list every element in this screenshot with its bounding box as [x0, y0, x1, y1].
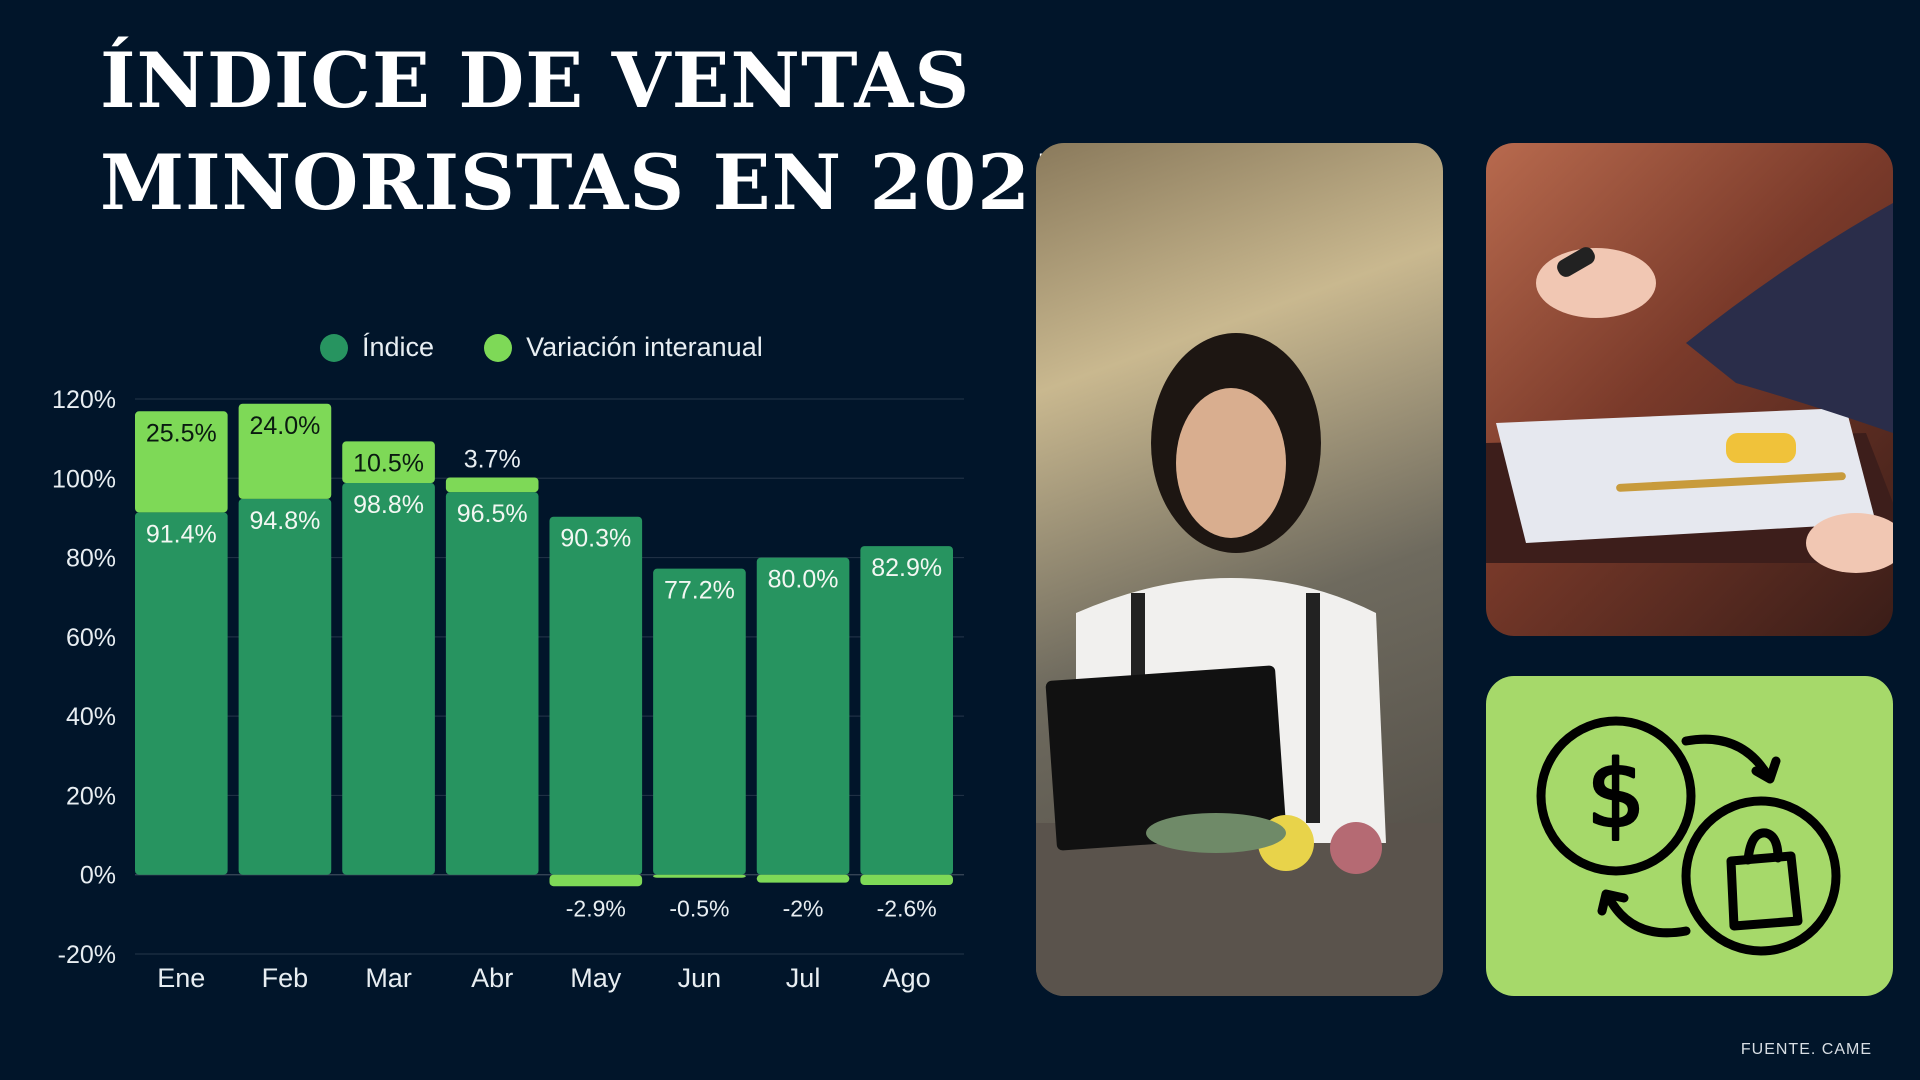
bar-variacion — [653, 874, 746, 878]
data-label-variacion: -2% — [783, 896, 824, 922]
bar-chart: -20% 0% 20% 40% 60% 80% 100% 120% 25.5% 91.4% Ene 2… — [52, 386, 964, 993]
bar-indice — [135, 512, 228, 875]
legend-item-variacion: Variación interanual — [484, 332, 763, 363]
svg-text:$: $ — [1587, 741, 1646, 848]
bar-variacion — [238, 403, 332, 499]
bar-indice — [860, 546, 953, 875]
money-shopping-exchange-panel: $ — [1486, 676, 1893, 996]
car-key-handover-photo — [1486, 143, 1893, 636]
x-tick-label: Ene — [157, 963, 205, 993]
legend-label-indice: Índice — [362, 332, 435, 362]
title-line-1: ÍNDICE DE VENTAS — [100, 36, 971, 125]
bar-indice — [445, 492, 539, 875]
x-tick-label: Jun — [678, 963, 722, 993]
source-note: FUENTE. CAME — [1740, 1041, 1872, 1058]
x-tick-label: Ago — [883, 963, 931, 993]
legend-swatch-variacion — [484, 333, 513, 362]
bar-variacion — [135, 411, 228, 513]
data-label-indice: 80.0% — [768, 566, 839, 594]
x-tick-label: Abr — [471, 963, 513, 993]
bar-indice — [238, 498, 332, 875]
bar-indice — [653, 568, 746, 875]
x-tick-label: Jul — [786, 963, 821, 993]
x-tick-label: Mar — [365, 963, 412, 993]
data-label-variacion: 25.5% — [146, 419, 217, 447]
data-label-indice: 98.8% — [353, 491, 424, 519]
data-label-variacion: -2.9% — [566, 896, 626, 922]
data-label-variacion: 24.0% — [249, 412, 320, 440]
chart-legend: Índice Variación interanual — [320, 332, 763, 363]
data-label-indice: 77.2% — [664, 577, 735, 605]
data-label-indice: 96.5% — [457, 500, 528, 528]
bar-variacion — [342, 441, 435, 484]
y-tick-label: 60% — [66, 624, 116, 652]
y-tick-label: -20% — [58, 941, 116, 969]
car-keys-illustration — [1486, 203, 1893, 573]
data-label-indice: 91.4% — [146, 520, 217, 548]
bar-indice — [756, 557, 850, 875]
bar-indice — [342, 483, 435, 875]
florist-with-clipboard-photo — [1036, 143, 1443, 996]
y-tick-label: 20% — [66, 782, 116, 810]
legend-label-variacion: Variación interanual — [526, 332, 763, 362]
bar-variacion — [860, 874, 953, 886]
data-label-variacion: -0.5% — [669, 896, 729, 922]
data-label-variacion: 10.5% — [353, 449, 424, 477]
title-line-2: MINORISTAS EN 2025 — [100, 138, 1086, 227]
data-label-indice: 94.8% — [249, 507, 320, 535]
data-label-indice: 90.3% — [560, 525, 631, 553]
data-label-variacion: -2.6% — [877, 896, 937, 922]
y-tick-label: 120% — [52, 386, 116, 414]
legend-swatch-indice — [320, 333, 348, 362]
money-shopping-exchange-icon: $ — [1536, 716, 1841, 956]
bar-variacion — [445, 477, 539, 493]
data-label-indice: 82.9% — [871, 554, 942, 582]
y-tick-label: 40% — [66, 703, 116, 731]
page-title: ÍNDICE DE VENTAS MINORISTAS EN 2025 — [100, 30, 1085, 234]
legend-item-indice: Índice — [320, 332, 434, 363]
bar-variacion — [756, 874, 850, 883]
x-tick-label: Feb — [262, 963, 309, 993]
x-tick-label: May — [570, 963, 622, 993]
y-tick-label: 80% — [66, 545, 116, 573]
bar-indice — [549, 516, 643, 875]
florist-illustration — [1036, 333, 1443, 996]
bar-variacion — [549, 874, 643, 887]
data-label-variacion: 3.7% — [464, 445, 521, 473]
y-tick-label: 100% — [52, 465, 116, 493]
y-tick-label: 0% — [80, 862, 116, 890]
